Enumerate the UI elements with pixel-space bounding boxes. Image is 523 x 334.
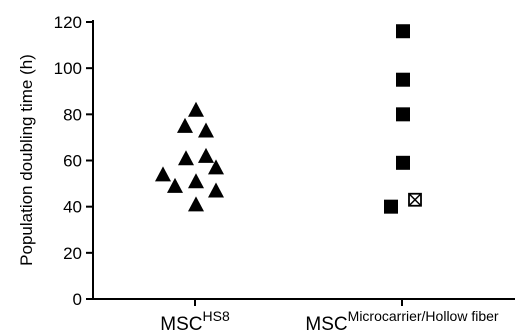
triangle-point <box>177 117 193 133</box>
category-label-superscript: Microcarrier/Hollow fiber <box>348 308 499 324</box>
y-tick-label: 100 <box>54 59 82 78</box>
square-point <box>396 72 410 87</box>
axes <box>92 20 515 300</box>
triangle-point <box>188 196 204 212</box>
crossed-square-point <box>408 192 422 207</box>
triangle-point <box>208 182 224 198</box>
category-label: MSCHS8 <box>160 308 230 334</box>
triangle-point <box>188 173 204 189</box>
y-ticks: 0 20 40 60 80 100 120 <box>54 13 93 309</box>
square-point <box>396 24 410 39</box>
triangle-point <box>188 101 204 117</box>
category-label-base: MSC <box>160 314 202 334</box>
category-label: MSCMicrocarrier/Hollow fiber <box>305 308 498 334</box>
square-point <box>396 107 410 122</box>
y-axis-label: Population doubling time (h) <box>17 54 36 266</box>
square-point <box>396 155 410 170</box>
triangle-point <box>208 159 224 175</box>
triangle-point <box>198 122 214 138</box>
y-tick-label: 120 <box>54 13 82 32</box>
y-tick-label: 20 <box>63 244 82 263</box>
category-label-superscript: HS8 <box>203 308 230 324</box>
y-tick-label: 40 <box>63 198 82 217</box>
triangle-point <box>167 177 183 193</box>
triangle-point <box>198 147 214 163</box>
square-point <box>384 199 398 214</box>
x-categories: MSCHS8 MSCMicrocarrier/Hollow fiber <box>160 299 499 334</box>
category-label-base: MSC <box>305 314 347 334</box>
data-points <box>155 24 422 214</box>
triangle-point <box>155 166 171 182</box>
y-tick-label: 80 <box>63 105 82 124</box>
y-tick-label: 60 <box>63 152 82 171</box>
y-tick-label: 0 <box>73 290 82 309</box>
triangle-point <box>178 150 194 166</box>
